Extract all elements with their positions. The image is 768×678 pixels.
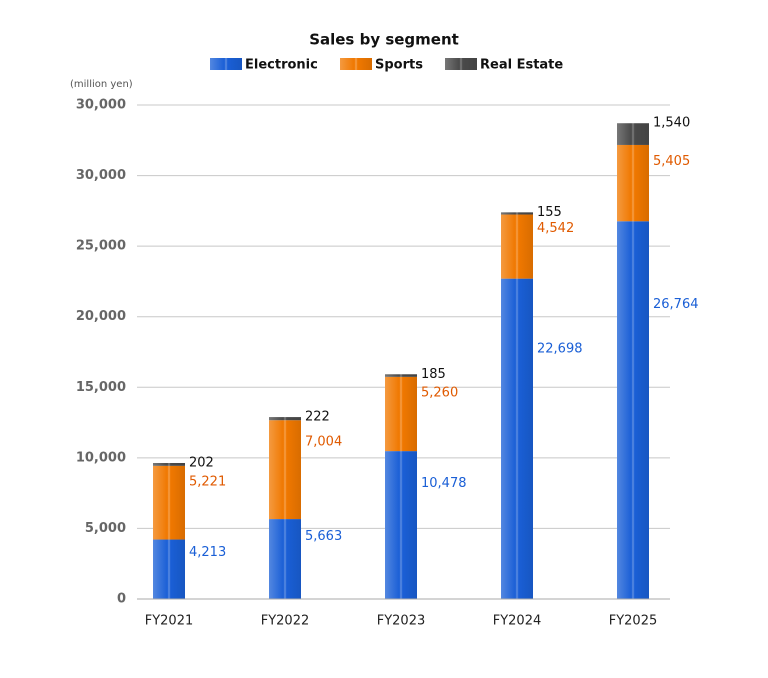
chart-title: Sales by segment <box>309 31 459 49</box>
value-label: 10,478 <box>421 476 467 491</box>
value-label: 5,663 <box>305 529 342 544</box>
y-tick-label: 30,000 <box>76 98 126 113</box>
bar-segment <box>385 376 417 452</box>
legend-swatch <box>445 58 477 70</box>
value-label: 1,540 <box>653 116 690 131</box>
value-label: 7,004 <box>305 434 342 449</box>
y-axis-label: (million yen) <box>70 79 133 90</box>
y-tick-label: 20,000 <box>76 309 126 324</box>
value-label: 185 <box>421 367 446 382</box>
bar-segment <box>153 462 185 466</box>
value-label: 5,405 <box>653 154 690 169</box>
bar-segment <box>501 214 533 279</box>
bar-segment <box>269 420 301 520</box>
bar-segment <box>501 278 533 599</box>
y-tick-label: 25,000 <box>76 239 126 254</box>
x-tick-label: FY2024 <box>493 614 542 629</box>
legend-swatch <box>210 58 242 70</box>
y-tick-label: 15,000 <box>76 380 126 395</box>
y-tick-label: 0 <box>117 592 126 607</box>
x-tick-label: FY2022 <box>261 614 310 629</box>
bar-segment <box>385 451 417 599</box>
bar-segment <box>617 144 649 222</box>
bar-segment <box>269 519 301 599</box>
bar-segment <box>617 123 649 145</box>
legend-swatch <box>340 58 372 70</box>
bar-segment <box>269 417 301 421</box>
bar-segment <box>153 539 185 599</box>
y-tick-label: 5,000 <box>85 521 126 536</box>
bar-segment <box>501 212 533 215</box>
y-tick-label: 10,000 <box>76 450 126 465</box>
value-label: 5,260 <box>421 386 458 401</box>
value-label: 5,221 <box>189 475 226 490</box>
bar-segment <box>385 374 417 377</box>
bar-segment <box>153 465 185 540</box>
legend-label: Electronic <box>245 58 318 73</box>
x-tick-label: FY2025 <box>609 614 658 629</box>
legend-label: Real Estate <box>480 58 563 73</box>
value-label: 22,698 <box>537 342 583 357</box>
value-label: 202 <box>189 455 214 470</box>
legend-label: Sports <box>375 58 423 73</box>
bar-segment <box>617 221 649 600</box>
value-label: 155 <box>537 205 562 220</box>
y-tick-label: 30,000 <box>76 168 126 183</box>
x-tick-label: FY2021 <box>145 614 194 629</box>
value-label: 4,213 <box>189 545 226 560</box>
value-label: 26,764 <box>653 297 699 312</box>
value-label: 4,542 <box>537 221 574 236</box>
x-tick-label: FY2023 <box>377 614 426 629</box>
value-label: 222 <box>305 410 330 425</box>
